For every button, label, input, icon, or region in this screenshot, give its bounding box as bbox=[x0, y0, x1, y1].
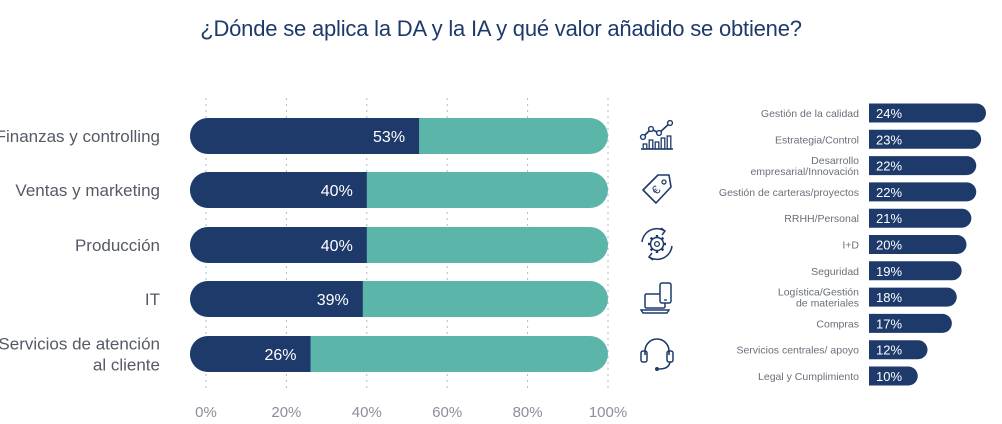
rank-category-label: Gestión de la calidad bbox=[761, 108, 859, 120]
rank-bar bbox=[869, 129, 982, 149]
bar-row bbox=[190, 336, 608, 372]
bar-value-label: 40% bbox=[321, 183, 353, 200]
rank-bar bbox=[869, 287, 957, 307]
rank-bar bbox=[869, 103, 986, 123]
x-tick-label: 100% bbox=[589, 404, 627, 421]
rank-category-label: Seguridad bbox=[811, 266, 859, 278]
headset-icon bbox=[640, 338, 674, 371]
rank-value-label: 22% bbox=[876, 185, 902, 200]
category-label: Ventas y marketing bbox=[15, 181, 160, 200]
rank-bar bbox=[869, 313, 952, 333]
bar-value-label: 40% bbox=[321, 238, 353, 255]
category-label: Producción bbox=[75, 236, 160, 255]
svg-text:€: € bbox=[649, 182, 664, 197]
category-label: IT bbox=[145, 290, 160, 309]
rank-bar bbox=[869, 156, 977, 176]
chart-title: ¿Dónde se aplica la DA y la IA y qué val… bbox=[200, 16, 802, 41]
bar-row bbox=[190, 118, 608, 154]
rank-bar bbox=[869, 366, 918, 386]
rank-bar bbox=[869, 208, 972, 228]
laptop-phone-icon bbox=[639, 282, 672, 314]
bar-row bbox=[190, 281, 608, 317]
rank-value-label: 17% bbox=[876, 316, 902, 331]
bar-row bbox=[190, 172, 608, 208]
bar-value bbox=[190, 336, 311, 372]
rank-category-label: Servicios centrales/ apoyo bbox=[736, 345, 859, 357]
rank-category-label: Desarrollo empresarial/Innovación bbox=[750, 155, 859, 178]
rank-bar bbox=[869, 235, 967, 254]
rank-value-label: 12% bbox=[876, 343, 902, 358]
euro-tag-icon: € bbox=[642, 174, 672, 204]
x-tick-label: 40% bbox=[352, 404, 382, 421]
rank-category-label: Legal y Cumplimiento bbox=[758, 371, 859, 383]
rank-category-label: Compras bbox=[816, 318, 859, 330]
rank-value-label: 20% bbox=[876, 238, 902, 253]
category-label: Finanzas y controlling bbox=[0, 127, 160, 146]
rank-category-label: Gestión de carteras/proyectos bbox=[719, 187, 859, 199]
bar-value-label: 53% bbox=[373, 129, 405, 146]
rank-bar bbox=[869, 340, 928, 360]
x-tick-label: 80% bbox=[513, 404, 543, 421]
x-tick-label: 60% bbox=[432, 404, 462, 421]
x-tick-label: 0% bbox=[195, 404, 217, 421]
bar-value-label: 39% bbox=[317, 292, 349, 309]
rank-value-label: 19% bbox=[876, 264, 902, 279]
rank-bar bbox=[869, 261, 962, 281]
rank-bar bbox=[869, 182, 977, 202]
rank-value-label: 10% bbox=[876, 369, 902, 384]
rank-value-label: 24% bbox=[876, 106, 902, 121]
rank-category-label: I+D bbox=[842, 240, 859, 252]
rank-category-label: RRHH/Personal bbox=[784, 213, 859, 225]
bar-value bbox=[190, 172, 367, 208]
rank-value-label: 18% bbox=[876, 290, 902, 305]
bar-value-label: 26% bbox=[264, 347, 296, 364]
rank-value-label: 22% bbox=[876, 159, 902, 174]
bar-row bbox=[190, 227, 608, 263]
category-label: Servicios de atención al cliente bbox=[0, 335, 160, 375]
line-chart-icon bbox=[639, 119, 674, 150]
bar-value bbox=[190, 118, 420, 154]
bar-value bbox=[190, 227, 367, 263]
rank-category-label: Logística/Gestión de materiales bbox=[778, 287, 859, 310]
rank-value-label: 23% bbox=[876, 132, 902, 147]
rank-value-label: 21% bbox=[876, 211, 902, 226]
x-tick-label: 20% bbox=[271, 404, 301, 421]
gear-cycle-icon bbox=[641, 227, 673, 261]
bar-value bbox=[190, 281, 363, 317]
rank-category-label: Estrategia/Control bbox=[775, 134, 859, 146]
